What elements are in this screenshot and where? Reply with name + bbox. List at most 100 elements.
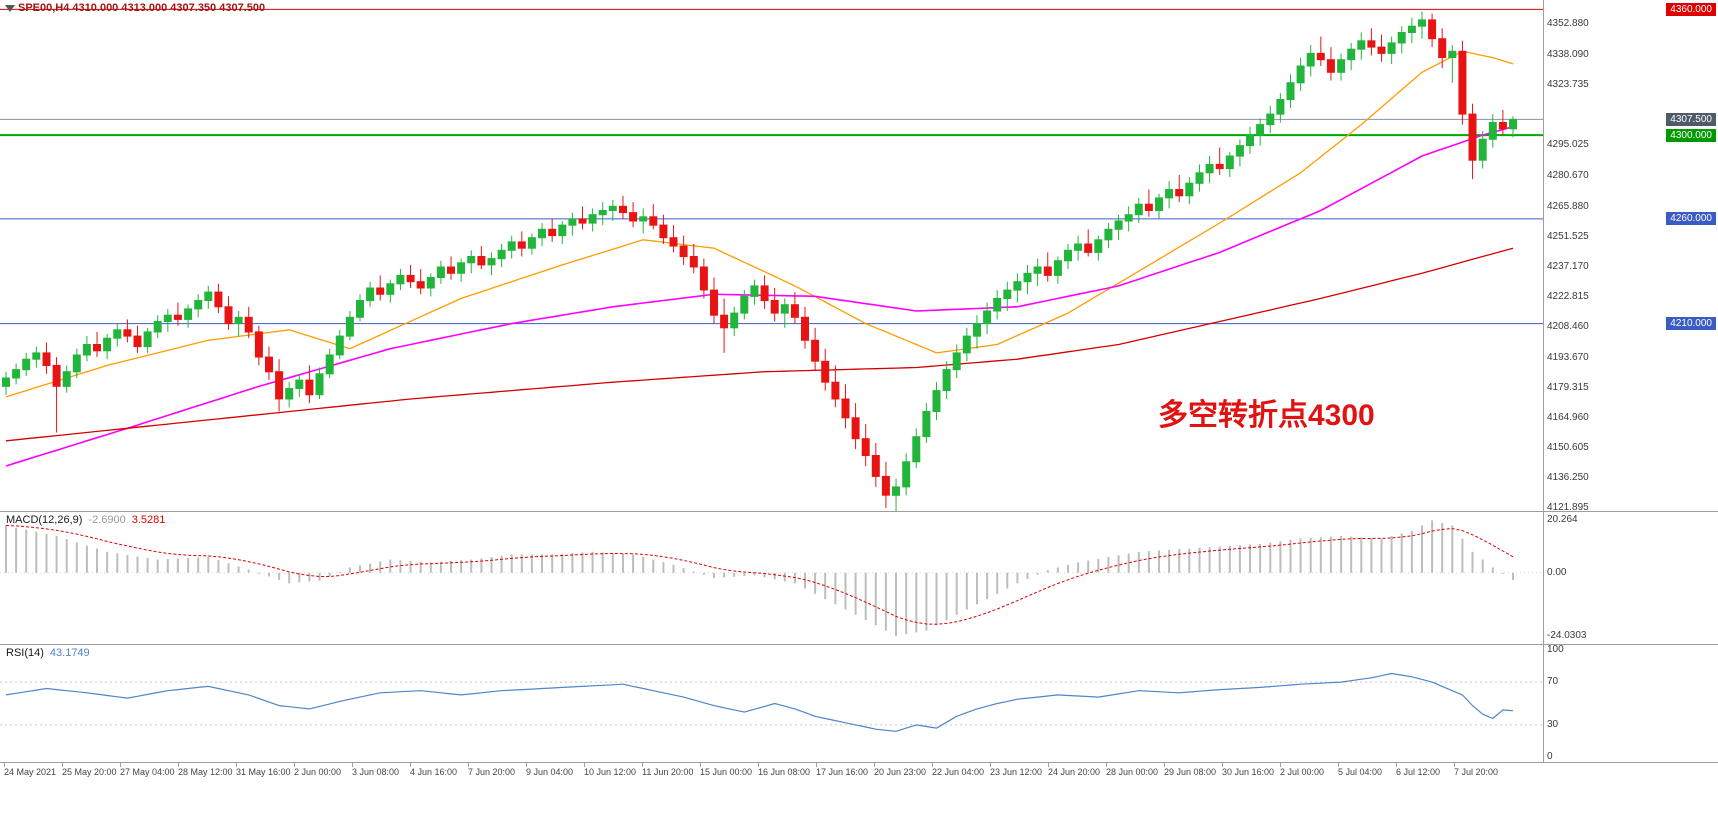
- candle-body: [356, 300, 364, 318]
- macd-histogram: [5, 520, 1514, 636]
- macd-bar: [571, 553, 574, 573]
- time-axis-tick: [1164, 762, 1165, 767]
- candle-body: [1458, 50, 1467, 115]
- macd-bar: [1441, 522, 1444, 573]
- macd-bar: [874, 572, 877, 626]
- macd-bar: [1451, 525, 1454, 573]
- macd-bar: [429, 562, 432, 573]
- time-axis-label: 9 Jun 04:00: [526, 767, 574, 777]
- candle-body: [72, 354, 81, 373]
- price-chart-panel[interactable]: [0, 0, 1543, 511]
- candle-body: [568, 218, 577, 226]
- macd-bar: [1087, 560, 1090, 573]
- candle-body: [983, 310, 992, 325]
- candle-body: [376, 287, 385, 295]
- macd-bar: [1178, 549, 1181, 573]
- candle-body: [1094, 239, 1103, 253]
- time-axis-tick: [1048, 762, 1049, 767]
- candle-body: [1256, 124, 1265, 136]
- macd-bar: [55, 536, 58, 573]
- price-axis-label: 4179.315: [1547, 382, 1589, 393]
- ma-slow-red: [5, 247, 1514, 442]
- macd-signal-value: 3.5281: [131, 514, 166, 526]
- macd-bar: [268, 572, 270, 577]
- macd-bar: [227, 563, 230, 573]
- candle-body: [1053, 260, 1062, 276]
- candle-body: [1155, 197, 1163, 211]
- macd-bar: [1147, 551, 1150, 573]
- macd-bar: [1501, 572, 1504, 574]
- candle-body: [750, 285, 759, 297]
- macd-bar: [1400, 533, 1403, 573]
- candle-body: [639, 216, 648, 222]
- macd-bar: [500, 555, 503, 573]
- candle-body: [234, 316, 243, 325]
- candle-body: [447, 266, 455, 274]
- macd-bar: [460, 560, 463, 573]
- panel-separator[interactable]: [0, 511, 1718, 512]
- candle-body: [730, 312, 739, 329]
- macd-bar: [915, 572, 918, 633]
- price-axis-label: 4237.170: [1547, 261, 1589, 272]
- time-axis-tick: [4, 762, 5, 767]
- candle-body: [1286, 82, 1295, 100]
- time-axis-tick: [1106, 762, 1107, 767]
- candle-body: [1418, 19, 1426, 27]
- candle-body: [113, 329, 122, 339]
- candle-body: [52, 364, 61, 387]
- time-axis-tick: [1280, 762, 1281, 767]
- panel-separator[interactable]: [0, 644, 1718, 645]
- macd-bar: [490, 557, 493, 573]
- macd-bar: [1056, 567, 1059, 573]
- macd-bar: [824, 572, 827, 600]
- macd-bar: [207, 557, 210, 573]
- macd-bar: [591, 551, 594, 573]
- candle-body: [436, 266, 445, 278]
- macd-bar: [1390, 536, 1393, 573]
- macd-bar: [1289, 539, 1292, 573]
- time-axis-label: 11 Jun 20:00: [642, 767, 694, 777]
- rsi-panel[interactable]: [0, 645, 1543, 762]
- candle-body: [942, 369, 951, 392]
- time-axis-label: 2 Jun 00:00: [294, 767, 342, 777]
- price-axis-label: 4193.670: [1547, 352, 1589, 363]
- candle-body: [801, 316, 809, 341]
- macd-bar: [106, 551, 109, 573]
- candle-body: [497, 249, 506, 260]
- candle-body: [720, 314, 729, 329]
- candle-body: [841, 398, 850, 419]
- macd-bar: [642, 557, 645, 573]
- price-axis-label: 4164.960: [1547, 412, 1589, 423]
- macd-bar: [935, 572, 938, 626]
- chart-title-ohlc: SPE00,H4 4310.000 4313.000 4307.350 4307…: [18, 2, 266, 14]
- candle-body: [244, 316, 253, 333]
- macd-bar: [895, 572, 897, 636]
- candle-body: [224, 306, 233, 325]
- candle-body: [1043, 266, 1052, 276]
- time-axis-tick: [352, 762, 353, 767]
- time-axis-label: 27 May 04:00: [120, 767, 175, 777]
- candle-body: [143, 331, 152, 348]
- macd-bar: [844, 572, 847, 610]
- macd-bar: [419, 561, 422, 573]
- candle-body: [254, 331, 263, 358]
- candle-body: [548, 228, 557, 237]
- candle-body: [1013, 281, 1022, 291]
- macd-bar: [75, 542, 78, 573]
- macd-bar: [601, 552, 604, 573]
- time-axis-label: 2 Jul 00:00: [1280, 767, 1325, 777]
- candle-body: [133, 335, 142, 348]
- macd-panel[interactable]: [0, 512, 1543, 644]
- time-axis-tick: [990, 762, 991, 767]
- rsi-label: RSI(14): [6, 647, 44, 659]
- macd-bar: [793, 572, 796, 584]
- candle-body: [1235, 145, 1244, 157]
- price-axis-label: 4136.250: [1547, 472, 1589, 483]
- price-level-badge: 4210.000: [1666, 317, 1716, 330]
- candle-body: [932, 390, 941, 413]
- candle-body: [163, 314, 172, 323]
- macd-bar: [945, 572, 948, 621]
- macd-bar: [318, 572, 321, 581]
- macd-bar: [662, 562, 665, 573]
- candle-body: [305, 379, 314, 396]
